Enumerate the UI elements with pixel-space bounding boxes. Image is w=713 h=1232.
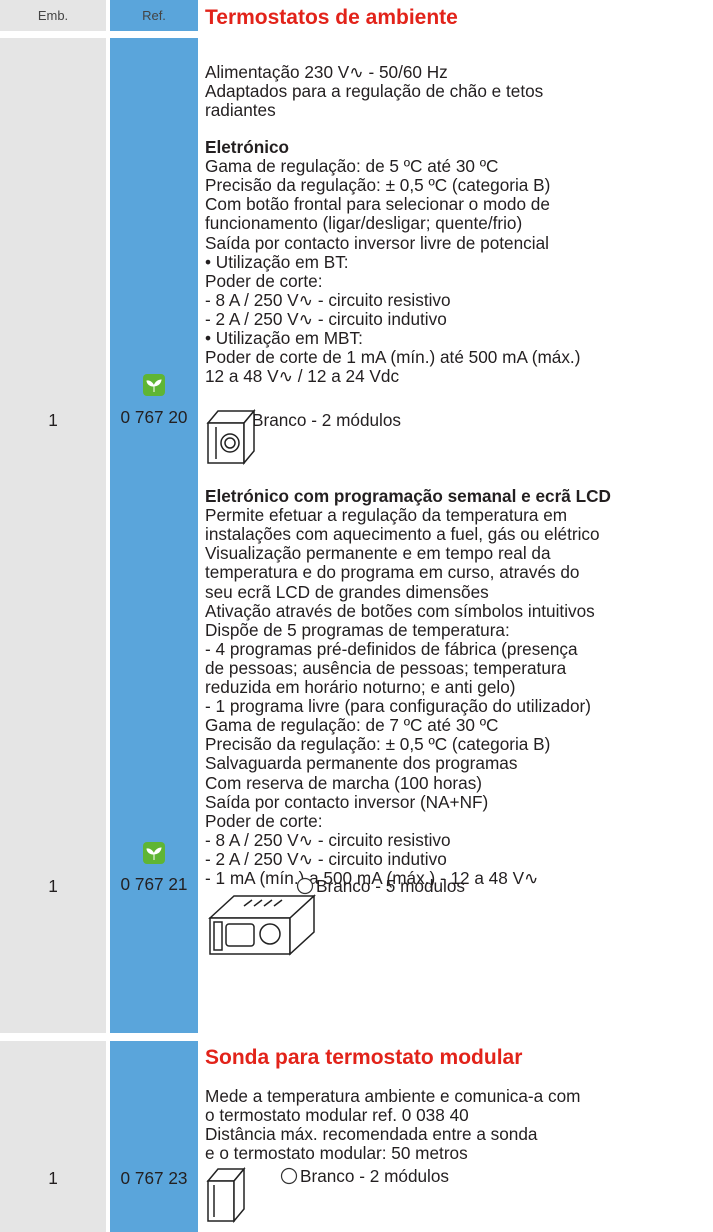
spec-line: Saída por contacto inversor (NA+NF) (205, 791, 489, 812)
product-image (206, 408, 256, 466)
spec-line: Gama de regulação: de 7 ºC até 30 ºC (205, 715, 499, 736)
intro-line: Adaptados para a regulação de chão e tet… (205, 81, 544, 102)
ref-header: Ref. (142, 8, 166, 23)
spec-line: Saída por contacto inversor livre de pot… (205, 232, 549, 253)
intro-line: Distância máx. recomendada entre a sonda (205, 1124, 538, 1145)
intro-line: radiantes (205, 100, 276, 121)
spec-line: reduzida em horário noturno; e anti gelo… (205, 677, 516, 697)
spec-line: - 8 A / 250 V∿ - circuito resistivo (205, 829, 451, 850)
section-title: Termostatos de ambiente (205, 6, 458, 29)
emb-column (0, 1041, 106, 1232)
intro-line: o termostato modular ref. 0 038 40 (205, 1105, 469, 1126)
spec-line: - 4 programas pré-definidos de fábrica (… (205, 638, 578, 659)
spec-line: - 8 A / 250 V∿ - circuito resistivo (205, 289, 451, 310)
variant-circle (296, 877, 314, 895)
emb-value: 1 (48, 1168, 58, 1188)
spec-line: - 2 A / 250 V∿ - circuito indutivo (205, 308, 447, 329)
spec-line: - 1 programa livre (para configuração do… (205, 696, 591, 717)
emb-column (0, 38, 106, 1033)
emb-value: 1 (48, 410, 58, 430)
product-subtitle: Eletrónico com programação semanal e ecr… (205, 486, 611, 506)
spec-line: - 1 mA (mín.) a 500 mA (máx.) - 12 a 48 … (205, 868, 539, 888)
spec-line: Ativação através de botões com símbolos … (205, 600, 595, 621)
ref-column (110, 1041, 198, 1232)
product-image (206, 1166, 246, 1224)
ref-column (110, 38, 198, 1033)
spec-line: Com reserva de marcha (100 horas) (205, 772, 483, 793)
spec-line: • Utilização em BT: (205, 251, 349, 272)
ref-value: 0 767 20 (120, 407, 188, 427)
ref-value: 0 767 21 (120, 874, 188, 894)
product-subtitle: Eletrónico (205, 137, 290, 157)
spec-line: Dispõe de 5 programas de temperatura: (205, 619, 510, 640)
spec-line: Gama de regulação: de 5 ºC até 30 ºC (205, 156, 499, 177)
eco-icon (143, 374, 165, 396)
spec-line: 12 a 48 V∿ / 12 a 24 Vdc (205, 366, 400, 387)
variant-circle (280, 1167, 298, 1185)
spec-line: Poder de corte de 1 mA (mín.) até 500 mA… (205, 347, 581, 368)
spec-line: Poder de corte: (205, 810, 323, 831)
spec-line: Poder de corte: (205, 270, 323, 291)
spec-line: Precisão da regulação: ± 0,5 ºC (categor… (205, 175, 551, 196)
eco-icon (143, 842, 165, 864)
spec-line: Permite efetuar a regulação da temperatu… (205, 505, 568, 526)
emb-header-bg (0, 0, 106, 31)
intro-line: Alimentação 230 V∿ - 50/60 Hz (205, 62, 448, 82)
spec-line: temperatura e do programa em curso, atra… (205, 562, 580, 583)
intro-line: Mede a temperatura ambiente e comunica-a… (205, 1086, 581, 1106)
spec-line: instalações com aquecimento a fuel, gás … (205, 524, 600, 545)
variant-label: Branco - 5 módulos (316, 876, 466, 896)
emb-value: 1 (48, 876, 58, 896)
ref-value: 0 767 23 (120, 1168, 188, 1188)
spec-line: Salvaguarda permanente dos programas (205, 753, 518, 774)
spec-line: • Utilização em MBT: (205, 328, 363, 348)
ref-header-bg (110, 0, 198, 31)
spec-line: Precisão da regulação: ± 0,5 ºC (categor… (205, 734, 551, 755)
product-image (208, 894, 316, 956)
spec-line: Com botão frontal para selecionar o modo… (205, 194, 550, 215)
variant-label: Branco - 2 módulos (300, 1166, 450, 1186)
variant-label: Branco - 2 módulos (252, 410, 402, 430)
section-title: Sonda para termostato modular (205, 1046, 523, 1069)
spec-line: de pessoas; ausência de pessoas; tempera… (205, 657, 567, 678)
spec-line: seu ecrã LCD de grandes dimensões (205, 581, 489, 602)
spec-line: funcionamento (ligar/desligar; quente/fr… (205, 213, 523, 234)
spec-line: Visualização permanente e em tempo real … (205, 543, 551, 564)
intro-line: e o termostato modular: 50 metros (205, 1143, 468, 1164)
spec-line: - 2 A / 250 V∿ - circuito indutivo (205, 848, 447, 869)
emb-header: Emb. (37, 8, 69, 23)
